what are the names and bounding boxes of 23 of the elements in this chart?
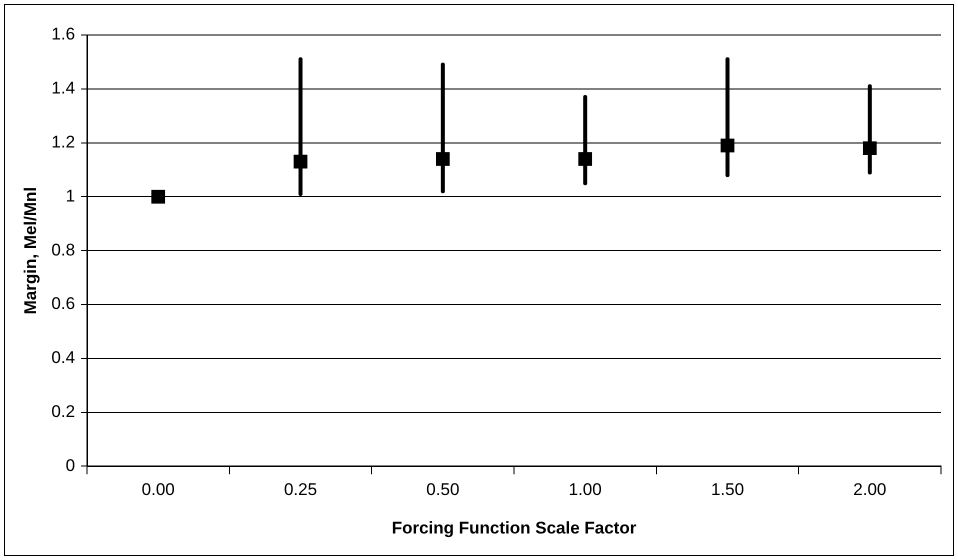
y-tick-label: 0.8 [51, 240, 76, 260]
y-tick-label: 1.6 [51, 24, 76, 44]
point [862, 141, 877, 156]
point [436, 152, 450, 166]
x-axis-title: Forcing Function Scale Factor [392, 518, 637, 538]
point [720, 138, 734, 152]
y-tick-label: 1 [66, 186, 76, 206]
y-tick-label: 1.4 [51, 78, 76, 98]
point [151, 190, 166, 204]
x-tick-label: 0.50 [426, 480, 460, 500]
x-tick-label: 1.00 [568, 480, 602, 500]
point [578, 152, 592, 166]
point [294, 154, 308, 169]
y-tick-label: 0.6 [51, 294, 76, 314]
x-tick-label: 2.00 [853, 480, 886, 500]
y-tick-label: 0 [66, 456, 76, 475]
y-tick-label: 1.2 [51, 132, 76, 152]
x-tick-label: 1.50 [710, 480, 744, 500]
y-axis-title: Margin, Mel/Mnl [20, 186, 40, 314]
x-tick-label: 0.00 [142, 480, 175, 500]
y-tick-label: 0.2 [51, 402, 76, 421]
y-tick-label: 0.4 [51, 348, 76, 368]
x-tick-label: 0.25 [284, 480, 318, 500]
